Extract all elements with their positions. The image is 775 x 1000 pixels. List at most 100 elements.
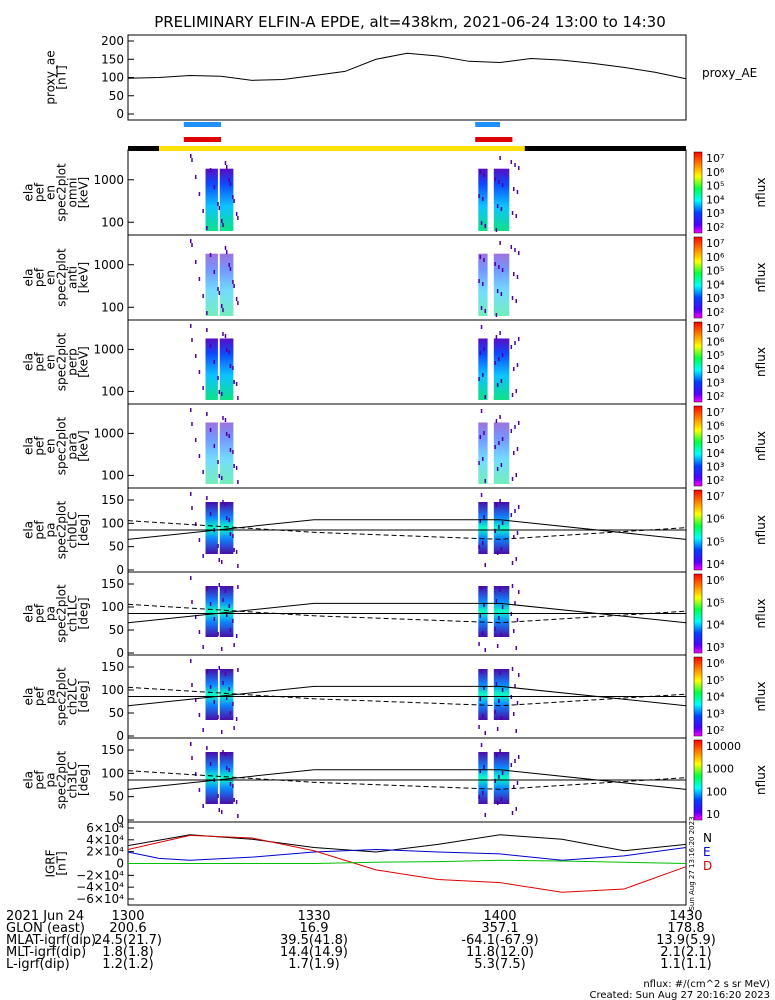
- speckle: [480, 586, 483, 590]
- speckle: [225, 432, 228, 436]
- colorbar-tick: 10⁷: [706, 322, 724, 335]
- time-tick-label: 1300: [111, 909, 144, 924]
- speckle: [235, 800, 238, 804]
- speckle: [494, 361, 496, 365]
- speckle: [516, 618, 519, 622]
- spectrogram-block: [478, 669, 488, 720]
- anti-loss-cone-line: [127, 520, 687, 540]
- speckle: [500, 463, 503, 467]
- ylabel-word: pa: [44, 773, 58, 788]
- speckle: [478, 194, 480, 198]
- speckle: [222, 681, 224, 685]
- ytick-label: 0: [116, 857, 124, 871]
- speckle: [513, 272, 515, 276]
- colorbar-tick: 10³: [706, 641, 724, 654]
- colorbar-label: nflux: [754, 682, 768, 712]
- speckle: [479, 519, 482, 523]
- spectrogram-block: [205, 338, 218, 400]
- speckle: [228, 178, 230, 182]
- speckle: [224, 502, 227, 506]
- ytick-label: 1000: [93, 426, 124, 440]
- speckle: [495, 419, 498, 423]
- colorbar-tick: 10⁶: [706, 657, 725, 670]
- speckle: [217, 376, 219, 380]
- speckle: [515, 646, 517, 650]
- ylabel-word: pef: [33, 436, 47, 456]
- speckle: [191, 243, 193, 247]
- spectrogram-block: [493, 422, 510, 484]
- speckle: [511, 211, 514, 215]
- speckle: [232, 619, 234, 623]
- speckle: [484, 563, 486, 567]
- ytick-label: 0: [116, 107, 124, 121]
- speckle: [494, 710, 496, 714]
- speckle: [482, 197, 484, 201]
- ylabel-word: en: [44, 355, 58, 370]
- speckle: [206, 670, 208, 674]
- series-line-igrf-green: [128, 859, 687, 864]
- speckle: [500, 633, 503, 637]
- speckle: [218, 206, 221, 210]
- speckle: [482, 541, 484, 545]
- speckle: [232, 702, 234, 706]
- colorbar-tick: 10⁶: [706, 420, 725, 433]
- speckle: [229, 448, 232, 452]
- speckle: [515, 807, 517, 811]
- speckle: [217, 460, 219, 464]
- speckle: [206, 496, 208, 500]
- ytick-label: 50: [109, 623, 124, 637]
- speckle: [191, 756, 193, 760]
- footer-row-value: 11.8(12.0): [466, 945, 534, 960]
- speckle: [511, 477, 514, 481]
- colorbar: [693, 489, 703, 571]
- ylabel-word: [keV]: [77, 430, 91, 461]
- time-tick-label: 1400: [483, 909, 516, 924]
- colorbar: [693, 321, 703, 403]
- footer-row-label: MLAT-igrf(dip): [6, 933, 96, 948]
- speckle: [495, 682, 498, 686]
- legend-N: N: [703, 831, 712, 845]
- speckle: [191, 506, 193, 510]
- speckle: [515, 729, 517, 733]
- speckle: [224, 418, 227, 422]
- colorbar-label: nflux: [754, 178, 768, 208]
- speckle: [514, 425, 516, 429]
- footer-row-label: GLON (east): [6, 921, 85, 936]
- speckle: [494, 262, 496, 266]
- spectrogram-block: [478, 752, 488, 804]
- footer-row-value: 5.3(7.5): [474, 957, 526, 972]
- speckle: [217, 794, 219, 798]
- spectrogram-block: [219, 752, 234, 804]
- speckle: [511, 296, 514, 300]
- speckle: [515, 473, 517, 477]
- speckle: [232, 280, 234, 284]
- speckle: [209, 428, 212, 432]
- speckle: [500, 716, 503, 720]
- speckle: [482, 282, 484, 286]
- speckle: [198, 277, 201, 281]
- ylabel-word: perp: [66, 348, 80, 376]
- ylabel-word: IGRF: [44, 849, 58, 877]
- speckle: [229, 782, 232, 786]
- speckle: [514, 163, 516, 167]
- speckle: [218, 390, 221, 394]
- ytick-label: 1000: [93, 173, 124, 187]
- speckle: [515, 214, 517, 218]
- ylabel-word: pef: [33, 182, 47, 202]
- speckle: [233, 464, 235, 468]
- speckle: [483, 173, 485, 177]
- speckle: [479, 697, 482, 701]
- speckle: [496, 383, 499, 387]
- speckle: [499, 415, 501, 419]
- speckle: [498, 616, 500, 620]
- speckle: [514, 759, 516, 763]
- ylabel-word: ch0LC: [66, 512, 80, 549]
- colorbar-label: nflux: [754, 765, 768, 795]
- colorbar-label: nflux: [754, 515, 768, 545]
- speckle: [209, 512, 212, 516]
- speckle: [499, 588, 501, 592]
- ylabel-word: pef: [33, 770, 47, 790]
